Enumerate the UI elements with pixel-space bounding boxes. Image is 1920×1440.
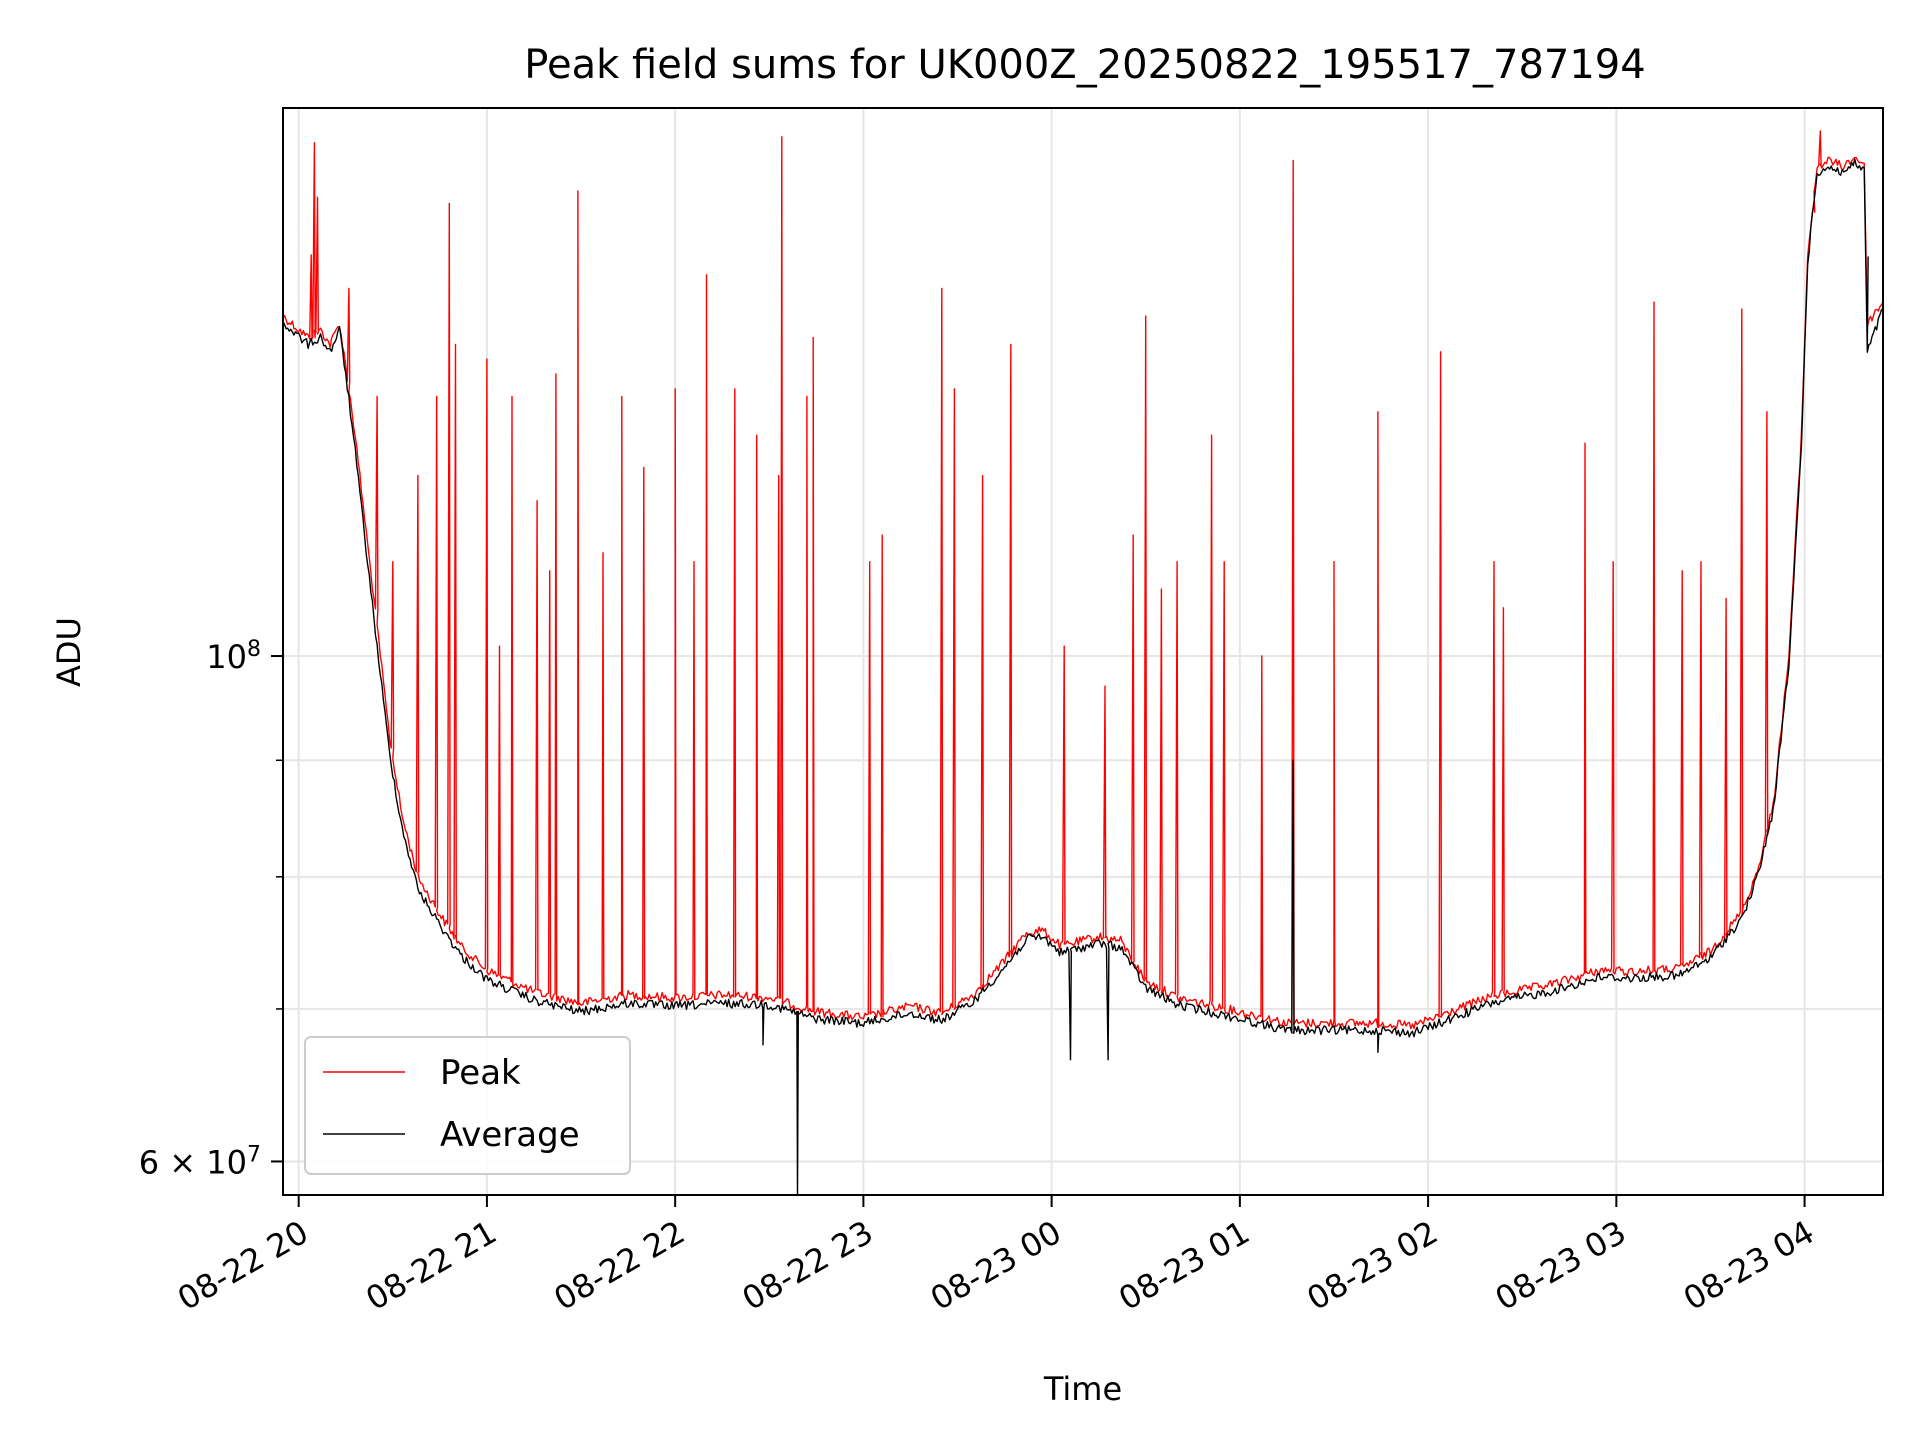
y-tick-base: 10	[206, 638, 247, 676]
y-tick-base: 6 × 10	[139, 1143, 247, 1181]
y-tick-exponent: 8	[247, 637, 261, 662]
y-axis-label: ADU	[50, 617, 88, 687]
series-line-average	[283, 158, 1883, 1195]
legend-label-peak: Peak	[440, 1053, 521, 1093]
chart-title: Peak field sums for UK000Z_20250822_1955…	[524, 42, 1645, 88]
y-tick-label: 108	[206, 637, 261, 677]
y-axis: 108 6 × 107	[139, 637, 283, 1182]
legend: Peak Average	[304, 1036, 631, 1175]
plot-frame	[282, 107, 1884, 1196]
y-tick-label: 6 × 107	[139, 1142, 261, 1182]
series-lines	[283, 130, 1883, 1195]
series-line-peak	[283, 130, 1883, 1030]
plot-area	[283, 130, 1883, 1195]
x-axis-label: Time	[1043, 1370, 1122, 1408]
y-tick-exponent: 7	[247, 1142, 261, 1167]
legend-label-average: Average	[440, 1115, 580, 1155]
